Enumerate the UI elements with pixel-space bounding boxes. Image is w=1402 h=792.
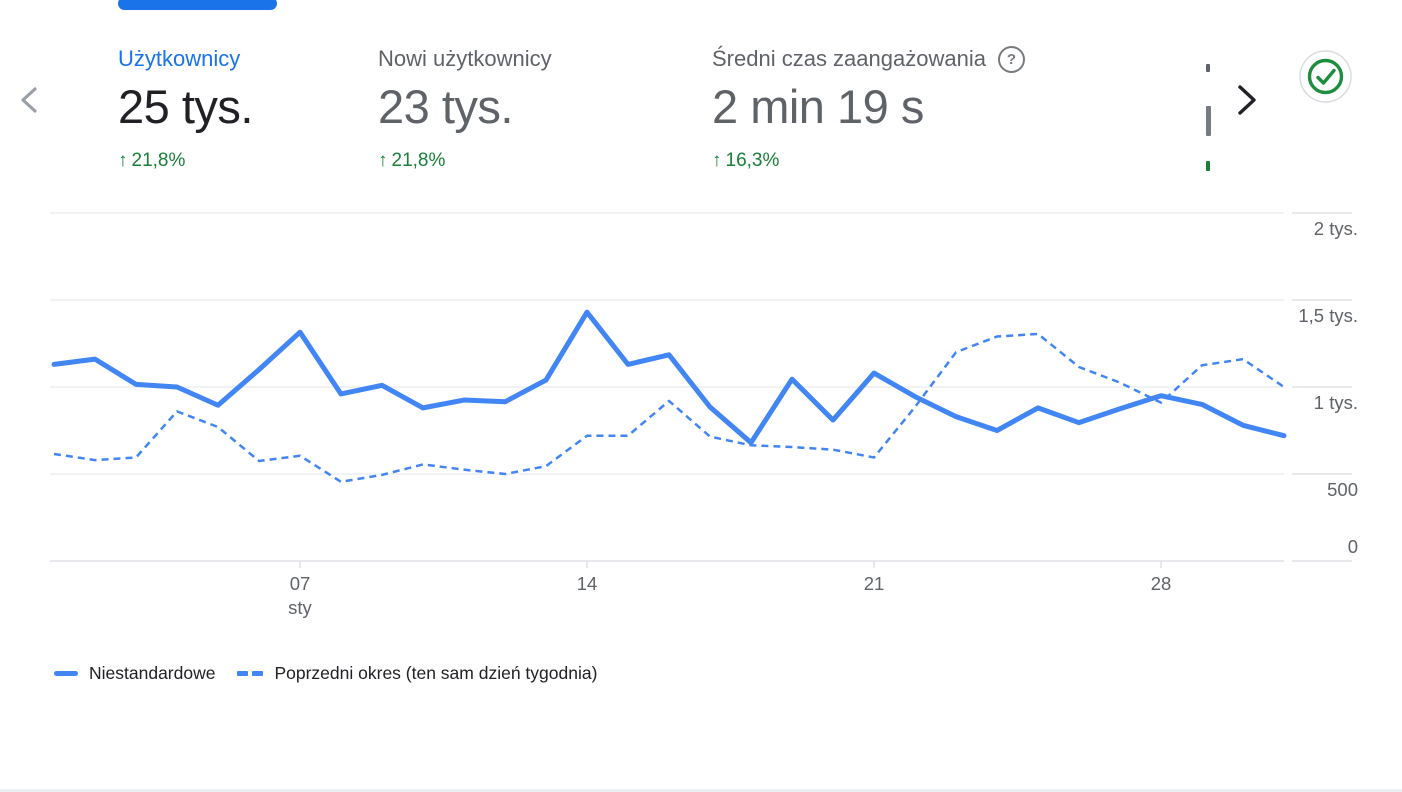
metric-delta: ↑ 16,3% bbox=[712, 150, 1025, 172]
card-bottom-divider bbox=[0, 789, 1402, 792]
selected-metric-indicator bbox=[118, 0, 277, 10]
metric-delta: ↑ 21,8% bbox=[118, 150, 253, 172]
clipped-metric-fragment bbox=[1206, 64, 1210, 72]
metric-value: 25 tys. bbox=[118, 80, 253, 133]
x-axis-tick-label: 14 bbox=[577, 573, 598, 594]
up-arrow-icon: ↑ bbox=[118, 150, 128, 171]
x-axis-month-label: sty bbox=[288, 597, 312, 618]
metric-delta-value: 16,3% bbox=[725, 150, 780, 171]
line-chart: 0 500 1 tys. 1,5 tys. 2 tys. 07 14 21 28 sty bbox=[50, 212, 1358, 618]
clipped-metric-fragment bbox=[1206, 106, 1211, 136]
metric-label: Użytkownicy bbox=[118, 46, 241, 71]
question-mark-circle-icon[interactable]: ? bbox=[997, 45, 1025, 73]
chart-legend: Niestandardowe Poprzedni okres (ten sam … bbox=[54, 663, 597, 684]
solid-line-swatch-icon bbox=[54, 671, 78, 676]
x-axis-tick-label: 07 bbox=[290, 573, 311, 594]
metric-label: Nowi użytkownicy bbox=[378, 46, 552, 71]
x-axis-tick-label: 21 bbox=[864, 573, 885, 594]
y-axis-tick-label: 2 tys. bbox=[1314, 218, 1358, 239]
legend-label: Niestandardowe bbox=[89, 663, 216, 683]
metric-delta-value: 21,8% bbox=[391, 150, 446, 171]
legend-item-previous-period: Poprzedni okres (ten sam dzień tygodnia) bbox=[237, 663, 597, 684]
y-axis-tick-label: 1,5 tys. bbox=[1298, 305, 1358, 326]
clipped-metric-fragment bbox=[1206, 161, 1210, 171]
chevron-left-icon bbox=[21, 87, 37, 113]
chevron-right-icon bbox=[1238, 85, 1256, 115]
x-axis-tick-label: 28 bbox=[1151, 573, 1172, 594]
metric-tab-avg-engagement-time[interactable]: Średni czas zaangażowania ? 2 min 19 s ↑… bbox=[712, 44, 1025, 172]
carousel-next-button[interactable] bbox=[1226, 80, 1266, 120]
metric-delta: ↑ 21,8% bbox=[378, 150, 552, 172]
metric-value: 2 min 19 s bbox=[712, 80, 924, 133]
carousel-prev-button[interactable] bbox=[10, 80, 50, 120]
dashed-line-swatch-icon bbox=[237, 671, 264, 676]
up-arrow-icon: ↑ bbox=[712, 150, 722, 171]
check-in-circle-icon bbox=[1299, 50, 1352, 103]
metric-label: Średni czas zaangażowania bbox=[712, 46, 986, 71]
metric-delta-value: 21,8% bbox=[131, 150, 186, 171]
y-axis-tick-label: 1 tys. bbox=[1314, 392, 1358, 413]
metric-value: 23 tys. bbox=[378, 80, 513, 133]
y-axis-tick-label: 500 bbox=[1327, 479, 1358, 500]
legend-label: Poprzedni okres (ten sam dzień tygodnia) bbox=[274, 663, 598, 683]
legend-item-current: Niestandardowe bbox=[54, 663, 215, 684]
data-quality-badge[interactable] bbox=[1299, 50, 1352, 103]
metric-tab-new-users[interactable]: Nowi użytkownicy 23 tys. ↑ 21,8% bbox=[378, 44, 552, 172]
up-arrow-icon: ↑ bbox=[378, 150, 388, 171]
y-axis-tick-label: 0 bbox=[1348, 536, 1358, 557]
metric-tab-users[interactable]: Użytkownicy 25 tys. ↑ 21,8% bbox=[118, 44, 253, 172]
series-line-dashed bbox=[53, 332, 1285, 484]
series-line-solid bbox=[51, 309, 1287, 446]
